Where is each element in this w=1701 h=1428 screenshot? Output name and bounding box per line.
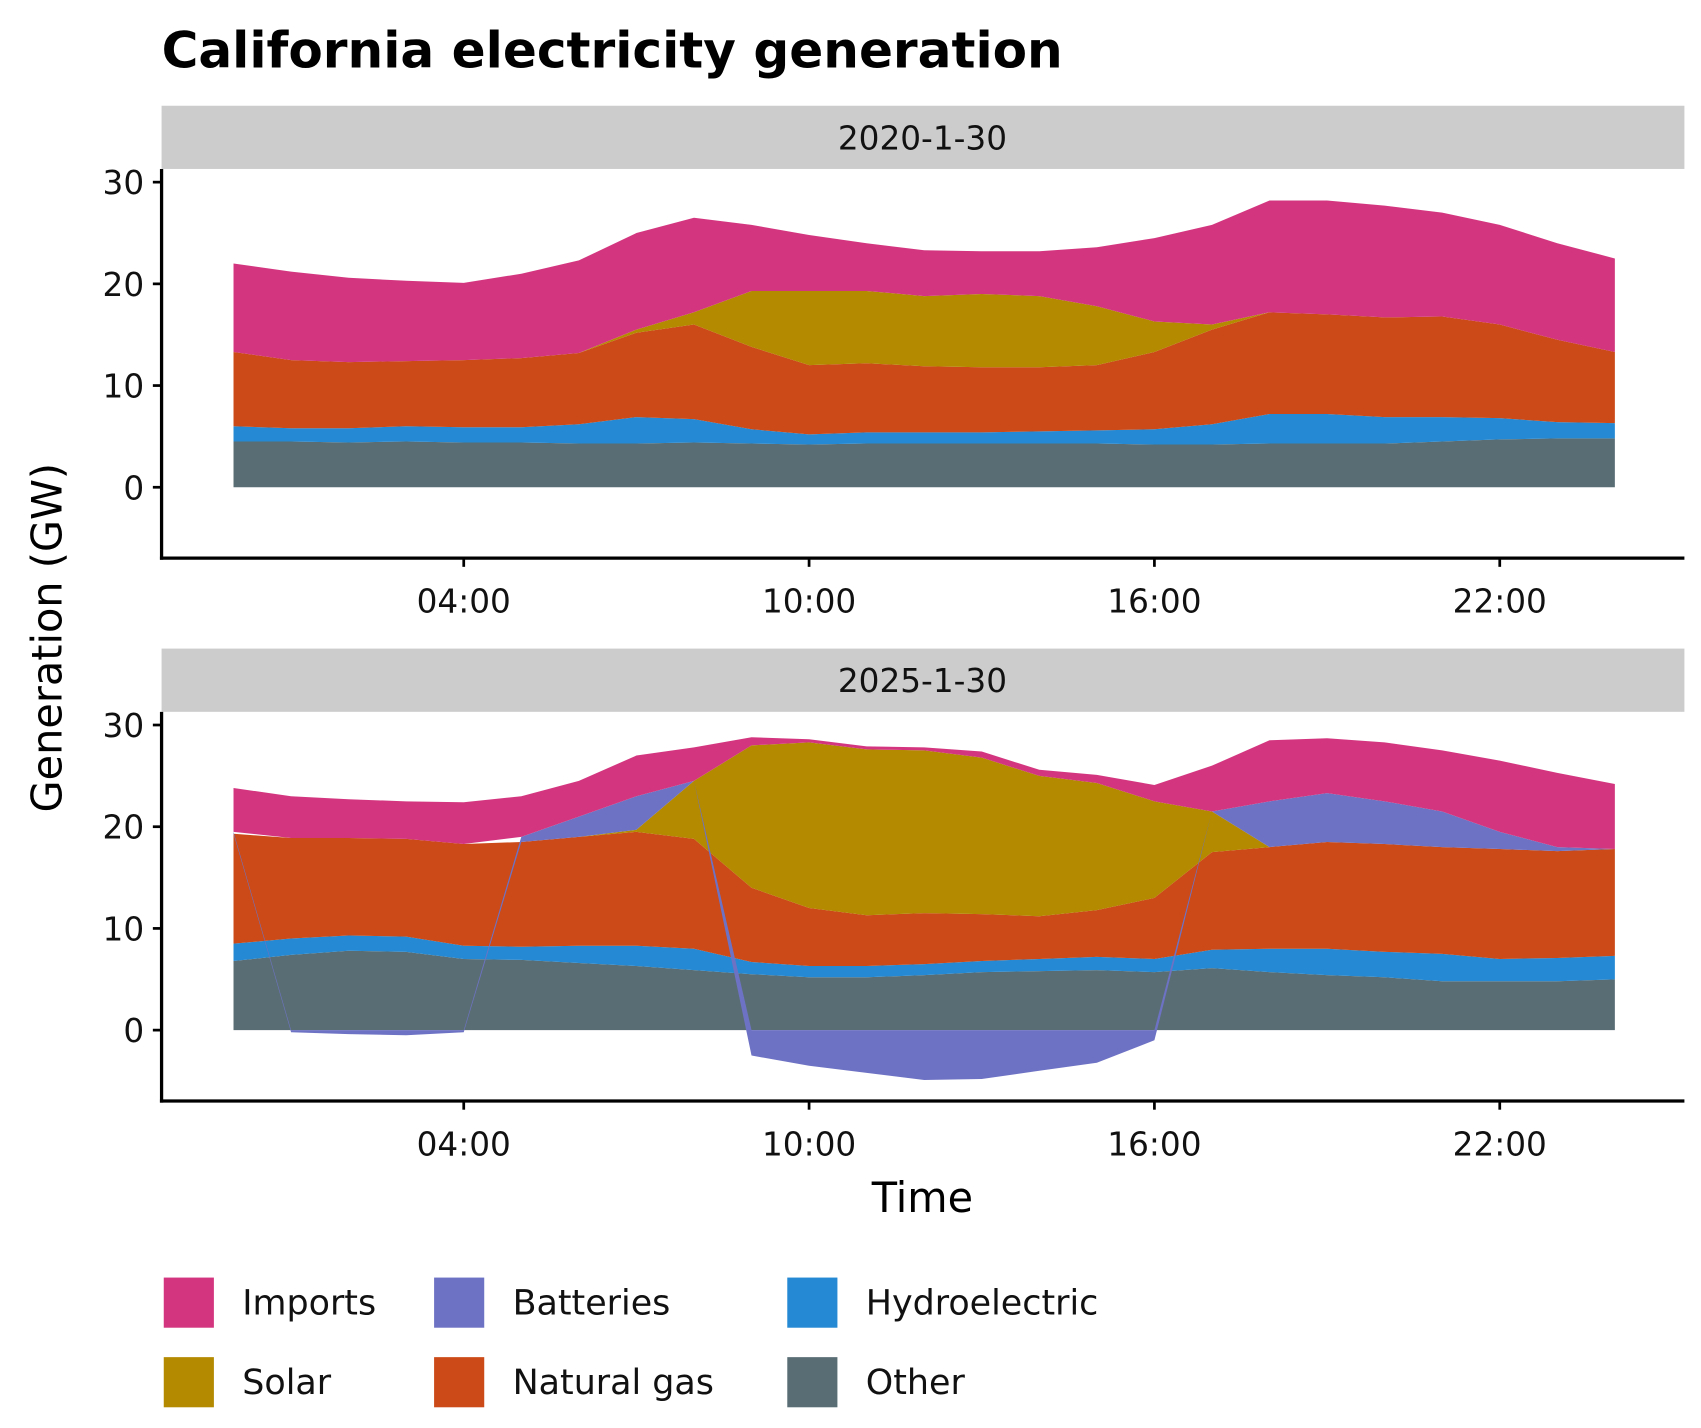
chart-title: California electricity generation <box>162 21 1063 80</box>
x-tick-label: 10:00 <box>762 583 856 621</box>
legend-swatch <box>434 1277 485 1328</box>
area-hydroelectric <box>233 414 1615 445</box>
area-solar <box>233 742 1615 917</box>
area-imports <box>233 737 1615 850</box>
areas <box>233 737 1615 1080</box>
legend-swatch <box>163 1277 214 1328</box>
y-tick-label: 0 <box>123 469 144 507</box>
legend: Imports Batteries Hydroelectric Solar Natura… <box>163 1277 1099 1408</box>
legend-item: Other <box>787 1357 966 1408</box>
y-axis-title: Generation (GW) <box>23 463 71 813</box>
legend-item: Solar <box>163 1357 332 1408</box>
y-tick-label: 20 <box>103 266 145 304</box>
facet-label: 2025-1-30 <box>838 662 1007 700</box>
y-tick-label: 10 <box>103 910 145 948</box>
area-natural-gas <box>233 831 1615 967</box>
area-imports <box>233 200 1615 363</box>
y-tick-label: 10 <box>103 368 145 406</box>
legend-label: Batteries <box>513 1284 671 1324</box>
y-tick-label: 0 <box>123 1012 144 1050</box>
legend-swatch <box>163 1357 214 1408</box>
legend-label: Natural gas <box>513 1363 714 1403</box>
y-tick-label: 30 <box>103 707 145 745</box>
area-hydroelectric <box>233 935 1615 982</box>
facet-strip <box>161 105 1685 169</box>
legend-swatch <box>787 1277 838 1328</box>
facet-strip <box>161 648 1685 712</box>
area-other <box>233 438 1615 488</box>
legend-item: Imports <box>163 1277 376 1328</box>
x-tick-label: 16:00 <box>1107 1125 1201 1163</box>
x-tick-label: 16:00 <box>1107 583 1201 621</box>
x-tick-label: 04:00 <box>417 1125 511 1163</box>
x-axis-title: Time <box>871 1174 973 1222</box>
legend-label: Solar <box>242 1363 332 1403</box>
areas <box>233 200 1615 488</box>
legend-item: Natural gas <box>434 1357 714 1408</box>
legend-item: Batteries <box>434 1277 671 1328</box>
area-other <box>233 950 1615 1031</box>
area-natural-gas <box>233 312 1615 435</box>
legend-label: Other <box>866 1363 966 1403</box>
x-tick-label: 22:00 <box>1453 1125 1547 1163</box>
facet-panel: 2025-1-30 0 10 20 30 04:00 10:00 16:00 22:00 <box>103 648 1685 1163</box>
y-tick-label: 30 <box>103 164 145 202</box>
legend-label: Hydroelectric <box>866 1284 1099 1324</box>
legend-swatch <box>787 1357 838 1408</box>
x-tick-label: 22:00 <box>1453 583 1547 621</box>
legend-item: Hydroelectric <box>787 1277 1099 1328</box>
legend-swatch <box>434 1357 485 1408</box>
facet-panel: 2020-1-30 0 10 20 30 04:00 10:00 16:00 22:00 <box>103 105 1685 621</box>
y-tick-label: 20 <box>103 809 145 847</box>
legend-label: Imports <box>242 1284 376 1324</box>
x-tick-label: 10:00 <box>762 1125 856 1163</box>
x-tick-label: 04:00 <box>417 583 511 621</box>
area-solar <box>233 290 1615 368</box>
facet-label: 2020-1-30 <box>838 119 1007 157</box>
